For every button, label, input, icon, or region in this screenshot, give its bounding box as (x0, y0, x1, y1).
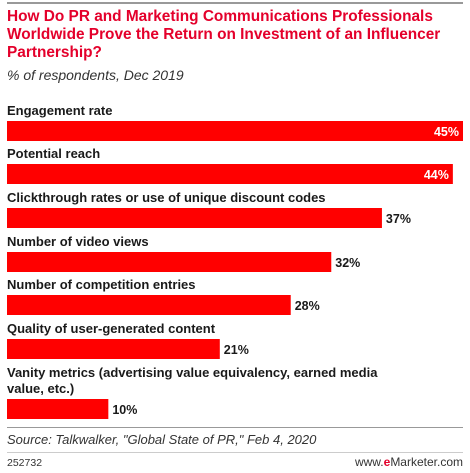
category-label: Clickthrough rates or use of unique disc… (7, 190, 326, 205)
category-label: Number of competition entries (7, 277, 196, 292)
bar (7, 399, 109, 419)
value-label: 44% (424, 168, 449, 182)
chart-title: How Do PR and Marketing Communications P… (7, 8, 441, 61)
bar (7, 295, 291, 315)
footer-rule (7, 452, 463, 453)
category-label: Number of video views (7, 234, 149, 249)
category-label: Vanity metrics (advertising value equiva… (7, 365, 378, 380)
category-label: Quality of user-generated content (7, 321, 216, 336)
value-label: 10% (112, 403, 137, 417)
category-label: Potential reach (7, 146, 100, 161)
bottom-rule (7, 427, 463, 428)
value-label: 45% (434, 125, 459, 139)
chart-subtitle: % of respondents, Dec 2019 (7, 67, 184, 83)
category-label: Engagement rate (7, 103, 112, 118)
category-label: value, etc.) (7, 381, 74, 396)
brand-prefix: www. (354, 455, 384, 469)
brand-suffix: Marketer.com (390, 455, 463, 469)
value-label: 28% (295, 299, 320, 313)
bar (7, 208, 382, 228)
bar (7, 252, 332, 272)
value-label: 32% (335, 256, 360, 270)
value-label: 37% (386, 212, 411, 226)
bar (7, 121, 463, 141)
brand-e: e (383, 455, 391, 469)
emarketer-logo[interactable]: www.eMarketer.com (355, 455, 463, 469)
chart-id: 252732 (7, 457, 43, 469)
top-rule (7, 2, 463, 4)
value-label: 21% (224, 343, 249, 357)
bar (7, 339, 220, 359)
bar (7, 164, 453, 184)
source-note: Source: Talkwalker, "Global State of PR,… (7, 432, 317, 447)
